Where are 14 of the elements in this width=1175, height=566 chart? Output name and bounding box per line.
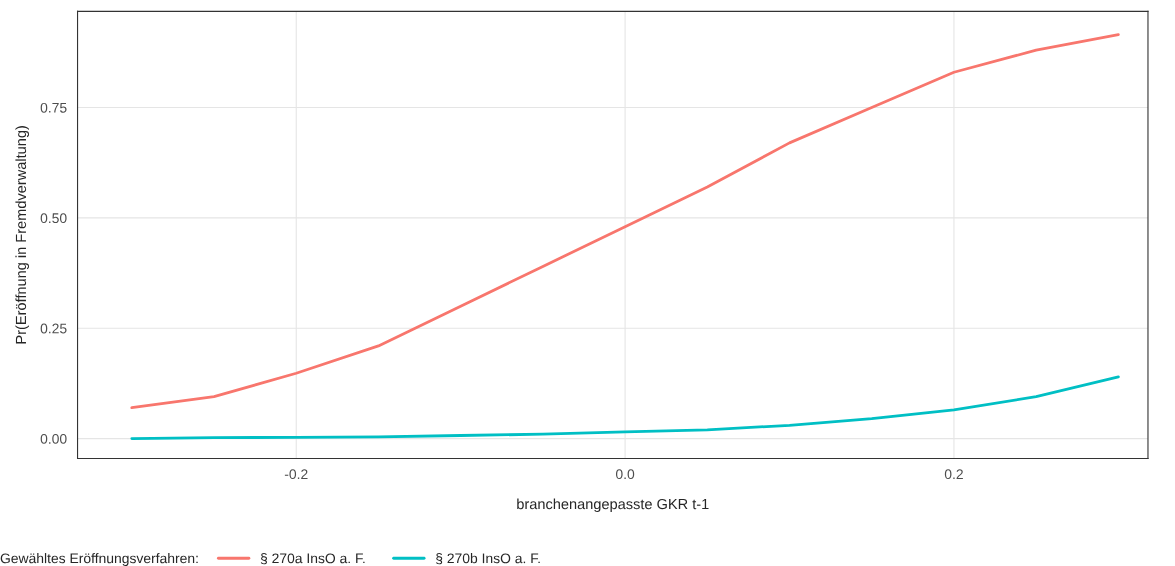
y-tick-label: 0.50: [40, 213, 67, 224]
legend-label: § 270b InsO a. F.: [436, 553, 540, 565]
y-axis-title: Pr(Eröffnung in Fremdverwaltung): [15, 126, 29, 344]
legend-title: Gewähltes Eröffnungsverfahren:: [0, 553, 198, 566]
line-series: [130, 33, 1120, 410]
legend-label: § 270a InsO a. F.: [260, 553, 365, 565]
y-tick-label: 0.25: [40, 323, 67, 334]
line-series: [130, 375, 1120, 440]
y-tick-label: 0.75: [40, 102, 67, 113]
x-tick-label: 0.2: [944, 469, 963, 480]
x-axis-title: branchenangepasste GKR t-1: [517, 498, 709, 513]
x-tick-label: 0.0: [615, 469, 635, 480]
y-tick-label: 0.00: [40, 433, 67, 444]
x-tick-label: -0.2: [284, 469, 308, 480]
